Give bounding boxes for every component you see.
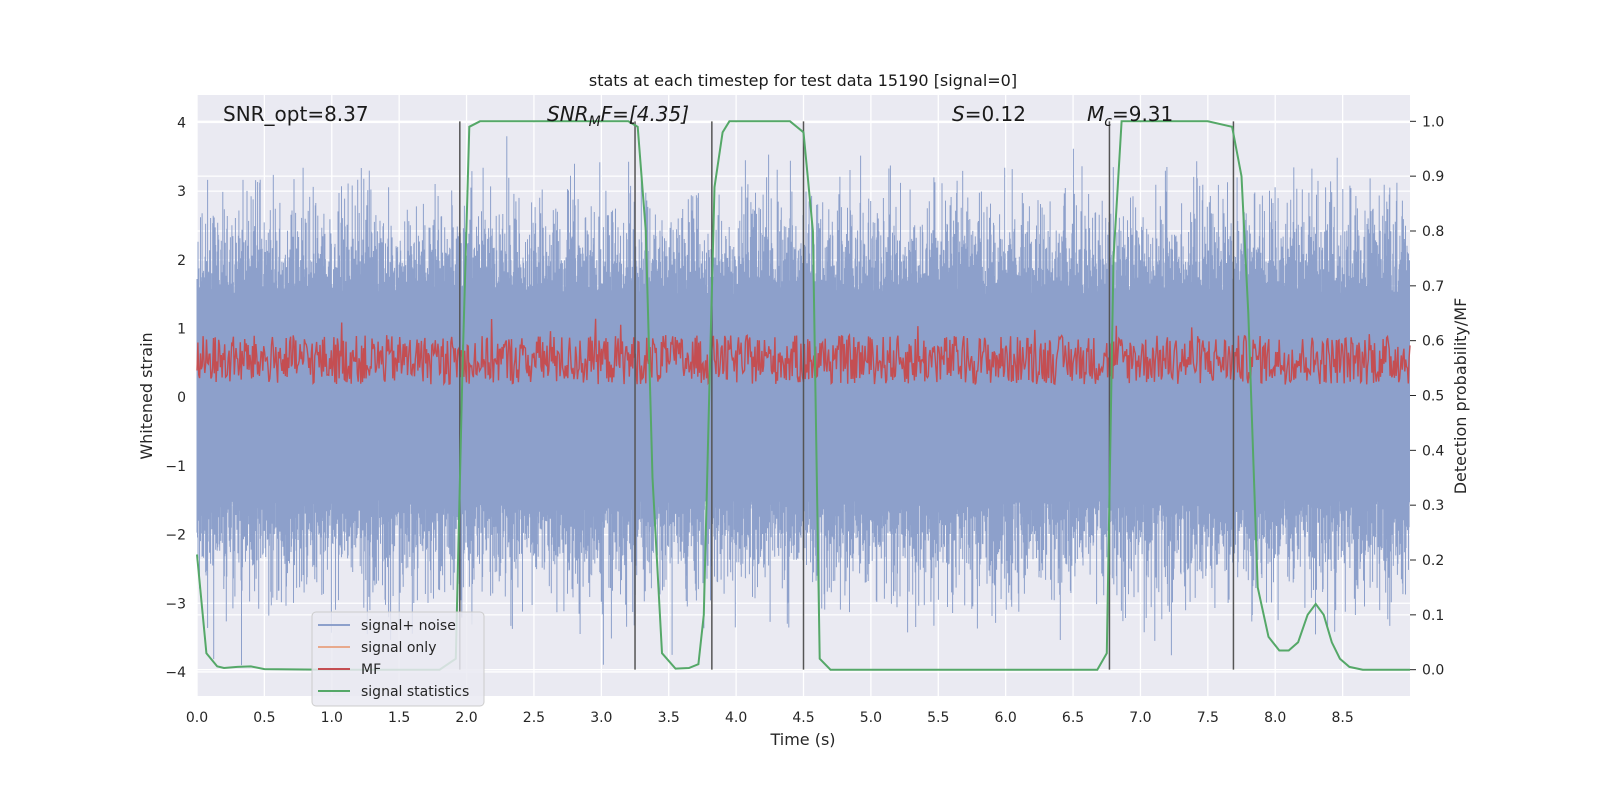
- signal-statistics-series: [196, 120, 1410, 671]
- y-tick-label-left: −3: [165, 596, 186, 612]
- s-var: S: [952, 102, 965, 126]
- x-tick-label: 6.0: [995, 710, 1017, 726]
- y-tick-label-left: 4: [177, 115, 186, 131]
- y-tick-label-right: 0.1: [1422, 608, 1444, 624]
- y-tick-label-right: 0.8: [1422, 224, 1444, 240]
- x-tick-label: 3.5: [658, 710, 680, 726]
- y-tick-label-left: 1: [177, 322, 186, 338]
- mc-sub: c: [1104, 114, 1112, 130]
- x-tick-label: 1.5: [388, 710, 410, 726]
- legend-label-mf: MF: [361, 662, 381, 678]
- x-tick-label: 0.5: [253, 710, 275, 726]
- legend-label-signal-statistics: signal statistics: [361, 684, 469, 700]
- legend-label-signal-noise: signal+ noise: [361, 618, 456, 634]
- x-tick-label: 4.0: [725, 710, 747, 726]
- y-tick-label-right: 0.5: [1422, 389, 1444, 405]
- vertical-markers: [459, 121, 1235, 670]
- snr-opt-annotation: SNR_opt=8.37: [223, 102, 369, 126]
- x-tick-label: 2.5: [523, 710, 545, 726]
- y-axis-label-right: Detection probability/MF: [1451, 298, 1470, 495]
- snr-mf-rest: F=[4.35]: [601, 102, 689, 126]
- mc-var: M: [1087, 102, 1104, 126]
- x-tick-label: 4.5: [792, 710, 814, 726]
- x-ticks: 0.0 0.5 1.0 1.5 2.0 2.5 3.0 3.5 4.0 4.5 5.0 5.5 6.0 6…: [186, 710, 1354, 726]
- x-tick-label: 1.0: [321, 710, 343, 726]
- y-tick-label-right: 0.9: [1422, 169, 1444, 185]
- y-axis-label-left: Whitened strain: [137, 332, 156, 459]
- y-tick-label-left: −2: [165, 528, 186, 544]
- y-tick-label-left: 2: [177, 253, 186, 269]
- y-tick-label-right: 0.6: [1422, 334, 1444, 350]
- y-tick-label-left: −4: [165, 665, 186, 681]
- y-tick-label-right: 0.7: [1422, 279, 1444, 295]
- x-tick-label: 6.5: [1062, 710, 1084, 726]
- y-tick-label-right: 0.4: [1422, 443, 1444, 459]
- x-tick-label: 5.5: [927, 710, 949, 726]
- x-tick-label: 3.0: [590, 710, 612, 726]
- snr-mf-sub: M: [589, 114, 601, 130]
- snr-mf-var: SNR: [547, 102, 589, 126]
- chart-title: stats at each timestep for test data 151…: [589, 71, 1017, 90]
- legend: signal+ noise signal only MF signal stat…: [311, 611, 485, 707]
- y-tick-label-left: −1: [165, 459, 186, 475]
- x-tick-label: 2.0: [455, 710, 477, 726]
- y-tick-label-right: 0.0: [1422, 663, 1444, 679]
- x-tick-label: 7.0: [1129, 710, 1151, 726]
- x-axis-label: Time (s): [769, 730, 835, 749]
- legend-label-signal-only: signal only: [361, 640, 436, 656]
- y-tick-label-left: 3: [177, 184, 186, 200]
- mc-annotation: Mc=9.31: [1087, 102, 1173, 130]
- y-ticks-right: 1.0 0.9 0.8 0.7 0.6 0.5 0.4 0.3 0.2 0.1 0.0: [1410, 114, 1444, 679]
- x-tick-label: 8.0: [1264, 710, 1286, 726]
- snr-mf-annotation: SNRMF=[4.35]: [547, 102, 689, 130]
- x-tick-label: 7.5: [1197, 710, 1219, 726]
- y-tick-label-right: 0.2: [1422, 553, 1444, 569]
- x-tick-label: 5.0: [860, 710, 882, 726]
- signal-statistics-line: [196, 120, 1410, 671]
- y-tick-label-right: 0.3: [1422, 498, 1444, 514]
- s-annotation: S=0.12: [952, 102, 1026, 126]
- x-tick-label: 0.0: [186, 710, 208, 726]
- x-tick-label: 8.5: [1331, 710, 1353, 726]
- y-tick-label-right: 1.0: [1422, 114, 1444, 130]
- s-val: =0.12: [965, 102, 1026, 126]
- mc-val: =9.31: [1112, 102, 1173, 126]
- legend-box: [311, 611, 485, 707]
- y-tick-label-left: 0: [177, 390, 186, 406]
- y-ticks-left: 4 3 2 1 0 −1 −2 −3 −4: [165, 115, 186, 680]
